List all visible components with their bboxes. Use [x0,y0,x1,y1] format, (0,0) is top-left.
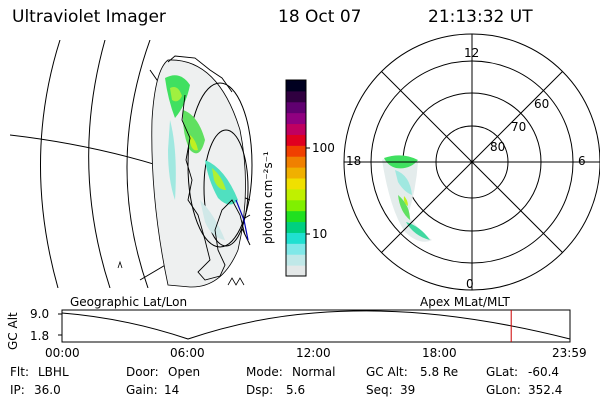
timeline-ymin: 1.8 [30,329,50,343]
polar-plot [343,33,600,291]
colorbar-segment [286,167,306,179]
seq-label: Seq: [366,383,393,397]
timeline-ymax: 9.0 [30,307,50,321]
colorbar [285,79,310,277]
dsp-label: Dsp: [246,383,274,397]
glat-label: GLat: [486,365,519,379]
colorbar-segment [286,178,306,190]
colorbar-frame [285,79,307,277]
latitude-arc [40,40,61,288]
timeline-xtick: 18:00 [422,346,457,360]
timeline-ylabel: GC Alt [6,312,20,350]
glat-value: -60.4 [528,365,560,379]
colorbar-segment [286,199,306,212]
geographic-map-label: Geographic Lat/Lon [70,295,188,309]
altitude-curve [61,310,571,340]
colorbar-segment [286,80,306,92]
colorbar-tick-100: 100 [312,141,335,155]
timeline-xtick: 23:59 [552,346,587,360]
gcalt-label: GC Alt: [366,365,408,379]
glon-label: GLon: [486,383,521,397]
time-readout: 21:13:32 UT [428,7,533,27]
mlt-label-0: 0 [466,277,474,291]
colorbar-segment [286,134,306,146]
door-value: Open [168,365,201,379]
colorbar-tick-10: 10 [312,227,328,241]
colorbar-unit-label: photon cm⁻²s⁻¹ [261,151,275,244]
colorbar-segment [286,156,306,168]
colorbar-segment [286,188,306,201]
colorbar-segment [286,243,306,255]
door-label: Door: [126,365,159,379]
mlat-label-70: 70 [511,120,527,134]
mlat-label-60: 60 [534,97,550,111]
polar-plot-label: Apex MLat/MLT [420,295,510,309]
mlat-label-80: 80 [490,140,506,154]
mlt-spoke-diag [381,71,563,253]
glon-value: 352.4 [528,383,563,397]
timeline-frame [61,309,571,343]
dsp-value: 5.6 [286,383,306,397]
colorbar-segment [286,221,306,233]
instrument-title: Ultraviolet Imager [12,7,166,27]
colorbar-segment [286,254,306,266]
latitude-arc [88,40,111,288]
graticule-ellipse [203,129,249,247]
gain-label: Gain: [126,383,158,397]
timeline-xtick: 06:00 [170,346,205,360]
flt-label: Flt: [10,365,29,379]
coastline [167,55,233,93]
mlt-label-6: 6 [578,154,586,168]
colorbar-segment [286,232,306,244]
latitude-arc [126,40,151,288]
graticule-ellipse [187,82,253,248]
coastline [181,94,246,281]
colorbar-segment [286,112,306,125]
colorbar-segment [286,145,306,157]
mode-value: Normal [292,365,336,379]
seq-value: 39 [400,383,416,397]
colorbar-segment [286,210,306,223]
colorbar-segment [286,90,306,103]
mlt-label-12: 12 [464,46,480,60]
colorbar-segment [286,265,306,277]
gcalt-value: 5.8 Re [420,365,459,379]
gain-value: 14 [164,383,180,397]
mode-label: Mode: [246,365,283,379]
colorbar-segment [286,101,306,114]
mlt-label-18: 18 [346,154,362,168]
timeline-xtick: 12:00 [296,346,331,360]
geographic-map [10,40,253,288]
date-readout: 18 Oct 07 [278,7,362,27]
flt-value: LBHL [38,365,69,379]
ip-label: IP: [10,383,25,397]
altitude-timeline [58,309,571,343]
colorbar-segment [286,123,306,135]
ip-value: 36.0 [34,383,61,397]
timeline-xtick: 00:00 [45,346,80,360]
